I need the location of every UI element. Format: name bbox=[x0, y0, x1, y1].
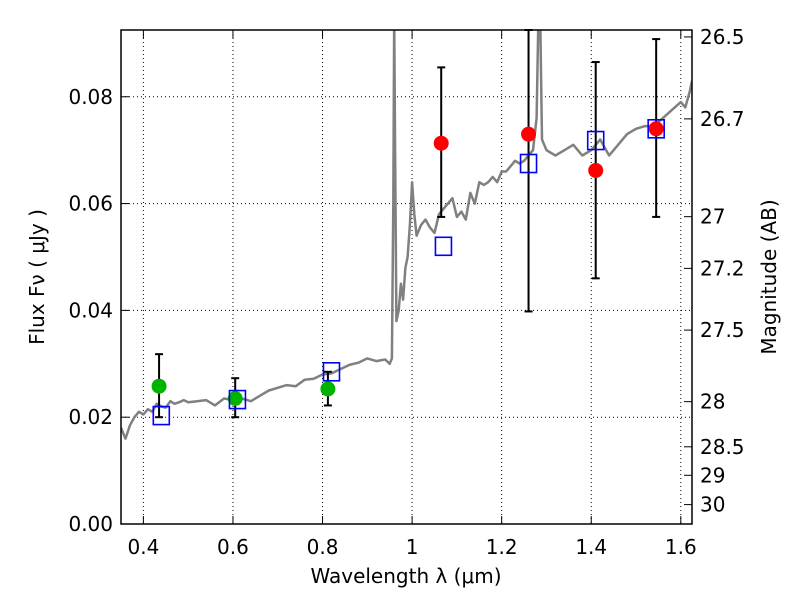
y-tick-label: 0.00 bbox=[68, 512, 113, 536]
model-spectrum-line bbox=[121, 30, 692, 440]
x-tick-label: 1.2 bbox=[486, 535, 518, 559]
y-tick-label: 0.06 bbox=[68, 192, 113, 216]
x-tick-label: 0.6 bbox=[217, 535, 249, 559]
blue-square-marker bbox=[322, 361, 341, 382]
red-point bbox=[433, 135, 449, 151]
y-tick-label: 0.04 bbox=[68, 298, 113, 322]
y-axis-label: Flux Fν ( μJy ) bbox=[25, 209, 49, 345]
green-point bbox=[227, 390, 243, 406]
series-layer bbox=[121, 30, 692, 440]
blue-square-marker bbox=[228, 389, 247, 410]
blue-square-marker bbox=[586, 130, 605, 151]
y2-tick-label: 26.5 bbox=[700, 25, 745, 49]
y2-tick-label: 29 bbox=[700, 463, 725, 487]
green-point bbox=[320, 381, 336, 397]
red-point bbox=[521, 126, 537, 142]
y2-tick-label: 28 bbox=[700, 390, 725, 414]
x-tick-label: 1.6 bbox=[665, 535, 697, 559]
x-axis-label: Wavelength λ (μm) bbox=[310, 564, 501, 588]
points-layer bbox=[151, 29, 665, 426]
x-tick-label: 0.4 bbox=[127, 535, 159, 559]
y2-tick-label: 28.5 bbox=[700, 435, 745, 459]
x-tick-label: 1.4 bbox=[575, 535, 607, 559]
red-point bbox=[648, 121, 664, 137]
axis-ticks: 0.4 0.6 0.8 1 1.2 1.4 1.6 0.00 0.02 0.04 0.06 0.08 2… bbox=[68, 25, 744, 559]
plot-area bbox=[121, 29, 692, 440]
y-tick-label: 0.02 bbox=[68, 405, 113, 429]
y2-axis-label: Magnitude (AB) bbox=[757, 199, 781, 354]
y2-tick-label: 27 bbox=[700, 205, 725, 229]
x-tick-label: 0.8 bbox=[307, 535, 339, 559]
y2-tick-label: 27.2 bbox=[700, 256, 745, 280]
blue-square-marker bbox=[647, 119, 665, 139]
red-point bbox=[588, 162, 604, 178]
blue-square-marker bbox=[152, 405, 171, 426]
y2-tick-label: 30 bbox=[700, 493, 725, 517]
green-point bbox=[151, 378, 167, 394]
plot-frame bbox=[120, 29, 693, 525]
x-tick-label: 1 bbox=[406, 535, 419, 559]
blue-square-marker bbox=[519, 153, 538, 174]
y2-tick-label: 27.5 bbox=[700, 318, 745, 342]
y-tick-label: 0.08 bbox=[68, 85, 113, 109]
blue-square-marker bbox=[434, 236, 453, 257]
y2-tick-label: 26.7 bbox=[700, 107, 745, 131]
